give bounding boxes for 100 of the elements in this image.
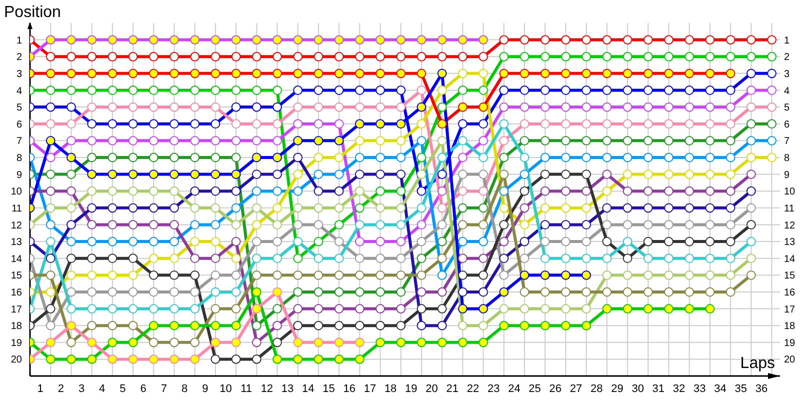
point xyxy=(190,136,200,146)
point xyxy=(520,186,530,196)
point xyxy=(643,220,653,230)
y-tick-label: 15 xyxy=(10,270,22,282)
point xyxy=(46,338,56,348)
point xyxy=(314,152,324,162)
y-tick-label: 3 xyxy=(16,68,22,80)
point xyxy=(561,304,570,314)
point xyxy=(582,35,592,45)
point xyxy=(396,35,406,45)
point xyxy=(376,102,385,112)
point xyxy=(231,102,241,112)
point xyxy=(540,170,550,179)
point xyxy=(170,102,179,112)
point xyxy=(293,35,303,45)
y-tick-label: 12 xyxy=(10,220,22,232)
point xyxy=(602,254,612,264)
point xyxy=(458,338,468,348)
y2-tick-label: 3 xyxy=(784,68,790,80)
x-tick-label: 9 xyxy=(202,382,208,395)
point xyxy=(705,304,715,314)
point xyxy=(272,186,282,196)
point xyxy=(458,287,468,297)
point xyxy=(664,254,674,264)
point xyxy=(108,152,118,162)
point xyxy=(87,304,97,314)
point xyxy=(314,86,324,95)
point xyxy=(664,136,674,146)
point xyxy=(334,186,344,196)
point xyxy=(416,203,426,213)
point xyxy=(314,35,324,45)
point xyxy=(252,203,262,213)
point xyxy=(293,236,303,246)
point xyxy=(746,86,756,95)
point xyxy=(210,304,220,314)
point xyxy=(252,35,262,45)
point xyxy=(602,220,612,230)
y-tick-label: 11 xyxy=(12,203,22,214)
point xyxy=(252,170,262,179)
point xyxy=(334,220,344,230)
x-tick-label: 25 xyxy=(528,382,541,395)
y2-tick-label: 14 xyxy=(784,254,796,265)
point xyxy=(561,254,570,264)
point xyxy=(458,52,468,62)
point xyxy=(293,52,303,62)
point xyxy=(334,320,344,330)
point xyxy=(293,186,303,196)
point xyxy=(108,220,118,230)
point xyxy=(334,136,344,146)
y2-tick-label: 1 xyxy=(784,35,790,46)
point xyxy=(478,119,488,129)
point xyxy=(272,136,282,146)
point xyxy=(231,52,241,62)
point xyxy=(87,270,97,280)
point xyxy=(354,236,364,246)
point xyxy=(767,119,776,129)
point xyxy=(705,186,715,196)
point xyxy=(437,35,447,45)
point xyxy=(314,354,324,364)
point xyxy=(520,52,530,62)
point xyxy=(190,102,200,112)
point xyxy=(416,270,426,280)
point xyxy=(416,86,426,95)
point xyxy=(231,152,241,162)
point xyxy=(128,152,138,162)
point xyxy=(540,203,550,213)
point xyxy=(272,203,282,213)
point xyxy=(376,270,385,280)
point xyxy=(190,152,200,162)
point xyxy=(354,304,364,314)
point xyxy=(376,136,385,146)
point xyxy=(458,320,468,330)
point xyxy=(664,35,674,45)
point xyxy=(252,304,262,314)
point xyxy=(602,186,612,196)
point xyxy=(128,236,138,246)
y2-tick-label: 20 xyxy=(784,354,796,366)
point xyxy=(190,203,200,213)
point xyxy=(128,35,138,45)
point xyxy=(705,68,715,78)
point xyxy=(478,220,488,230)
point xyxy=(293,203,303,213)
point xyxy=(66,338,76,348)
point xyxy=(540,86,550,95)
point xyxy=(582,320,592,330)
point xyxy=(252,354,262,364)
point xyxy=(664,86,674,95)
point xyxy=(561,320,570,330)
point xyxy=(520,236,530,246)
point xyxy=(46,68,56,78)
point xyxy=(499,119,509,129)
point xyxy=(643,304,653,314)
point xyxy=(416,304,426,314)
point xyxy=(705,287,715,297)
point xyxy=(437,86,447,95)
point xyxy=(108,236,118,246)
point xyxy=(684,119,694,129)
x-tick-label: 32 xyxy=(672,382,686,395)
point xyxy=(190,304,200,314)
point xyxy=(170,254,179,264)
